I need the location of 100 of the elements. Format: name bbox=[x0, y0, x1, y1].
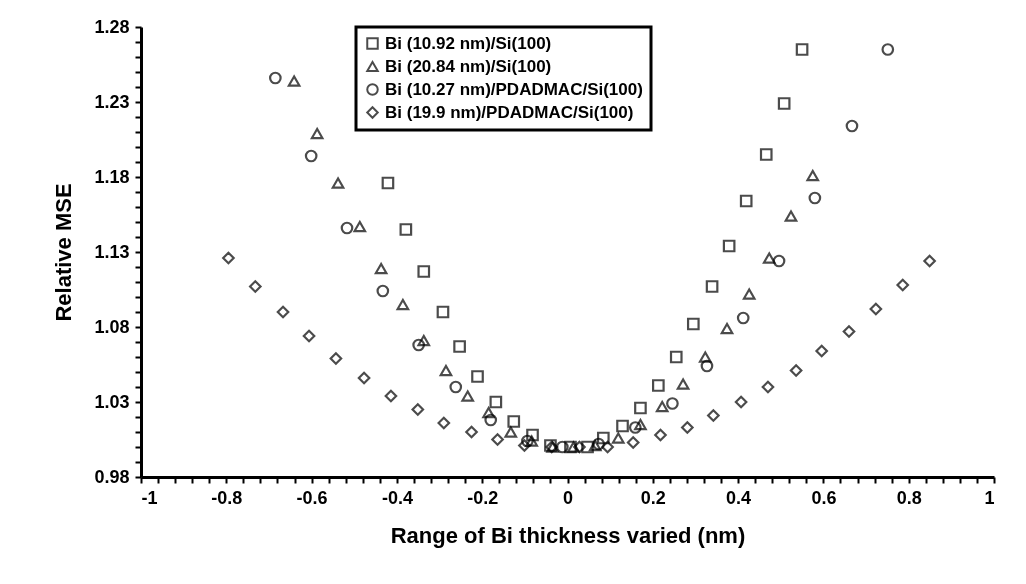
point bbox=[357, 371, 371, 385]
y-tick-label: 1.28 bbox=[94, 16, 130, 37]
x-tick-label: 0.4 bbox=[726, 487, 752, 508]
point bbox=[526, 428, 539, 442]
point bbox=[581, 440, 594, 454]
point bbox=[845, 119, 859, 133]
point bbox=[700, 359, 714, 373]
point bbox=[705, 280, 719, 293]
point bbox=[601, 440, 614, 454]
point bbox=[923, 254, 936, 268]
x-tick-label: 0.2 bbox=[640, 487, 666, 508]
point bbox=[806, 169, 820, 182]
point bbox=[353, 220, 367, 233]
x-tick-label: -1 bbox=[141, 487, 158, 508]
point bbox=[436, 305, 450, 319]
point bbox=[573, 440, 586, 454]
point bbox=[471, 370, 484, 383]
y-tick-label: 1.23 bbox=[94, 91, 130, 112]
point bbox=[525, 435, 539, 447]
point bbox=[310, 127, 324, 140]
y-tick-label: 0.98 bbox=[94, 466, 130, 487]
point bbox=[588, 439, 602, 452]
point bbox=[381, 176, 395, 190]
point bbox=[507, 415, 521, 428]
point bbox=[881, 43, 895, 56]
point bbox=[417, 334, 431, 347]
point bbox=[720, 322, 734, 335]
point bbox=[556, 440, 569, 454]
point bbox=[669, 350, 683, 364]
point bbox=[411, 403, 425, 416]
point bbox=[596, 431, 610, 445]
point bbox=[761, 380, 775, 394]
point bbox=[287, 75, 301, 87]
point bbox=[269, 71, 282, 85]
point bbox=[222, 251, 235, 265]
point bbox=[461, 390, 475, 402]
point bbox=[698, 351, 712, 363]
point bbox=[437, 416, 451, 430]
point bbox=[652, 379, 665, 392]
y-tick-label: 1.13 bbox=[94, 241, 130, 262]
point bbox=[340, 221, 354, 235]
point bbox=[384, 389, 398, 403]
point bbox=[399, 223, 413, 236]
x-tick-label: -0.8 bbox=[211, 487, 243, 508]
point bbox=[655, 400, 669, 413]
point bbox=[396, 298, 410, 311]
point bbox=[484, 413, 498, 427]
x-axis-title: Range of Bi thickness varied (nm) bbox=[390, 522, 746, 548]
point bbox=[734, 395, 748, 409]
point bbox=[842, 325, 856, 338]
point bbox=[504, 426, 518, 438]
point bbox=[302, 329, 316, 343]
point bbox=[439, 364, 453, 377]
point bbox=[482, 406, 495, 419]
point bbox=[686, 317, 700, 331]
legend-label: Bi (19.9 nm)/PDADMAC/Si(100) bbox=[385, 102, 634, 122]
y-tick-label: 1.03 bbox=[94, 391, 130, 412]
point bbox=[634, 401, 647, 415]
point bbox=[329, 352, 343, 365]
point bbox=[808, 191, 822, 205]
point bbox=[681, 421, 694, 434]
point bbox=[592, 437, 605, 451]
point bbox=[611, 432, 625, 444]
point bbox=[634, 418, 647, 431]
point bbox=[417, 265, 431, 278]
x-tick-label: -0.2 bbox=[467, 487, 499, 508]
point bbox=[707, 409, 720, 422]
point bbox=[304, 149, 318, 163]
point bbox=[869, 302, 883, 316]
legend-label: Bi (20.84 nm)/Si(100) bbox=[385, 56, 552, 76]
point bbox=[762, 252, 776, 264]
point bbox=[896, 278, 910, 292]
point bbox=[772, 254, 786, 268]
point bbox=[676, 378, 690, 390]
point bbox=[276, 305, 290, 319]
x-tick-label: -0.4 bbox=[381, 487, 413, 508]
point bbox=[815, 344, 829, 358]
point bbox=[654, 428, 667, 442]
point bbox=[248, 280, 262, 293]
point bbox=[777, 97, 791, 110]
y-tick-label: 1.08 bbox=[94, 316, 130, 337]
point bbox=[666, 397, 679, 410]
point bbox=[722, 239, 736, 253]
point bbox=[742, 288, 756, 300]
point bbox=[739, 194, 753, 208]
point bbox=[759, 148, 773, 161]
point bbox=[453, 340, 466, 353]
x-tick-label: -0.6 bbox=[296, 487, 328, 508]
x-tick-label: 1 bbox=[984, 487, 995, 508]
point bbox=[376, 284, 390, 298]
point bbox=[374, 262, 388, 275]
x-tick-label: 0.6 bbox=[811, 487, 837, 508]
point bbox=[521, 434, 534, 448]
point bbox=[465, 425, 478, 439]
point bbox=[736, 311, 750, 325]
x-tick-label: 0.8 bbox=[896, 487, 922, 508]
y-axis-title: Relative MSE bbox=[51, 183, 77, 322]
point bbox=[795, 43, 809, 56]
point bbox=[331, 177, 345, 189]
point bbox=[489, 395, 503, 409]
